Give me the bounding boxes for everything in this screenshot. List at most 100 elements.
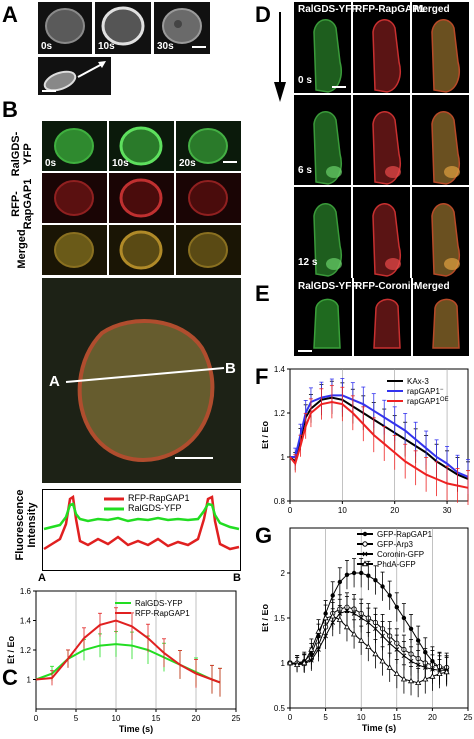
x-tick-label: 25 xyxy=(464,713,473,722)
legend-label: Coronin-GFP xyxy=(377,550,424,559)
line-end-label: B xyxy=(225,360,236,377)
panel-label-e: E xyxy=(255,281,270,306)
series-line xyxy=(289,400,469,489)
data-point xyxy=(373,578,378,583)
data-point xyxy=(309,657,314,663)
divider xyxy=(294,93,469,95)
cell-image xyxy=(162,8,202,44)
panel-a-frame-0s: 0s xyxy=(38,2,92,54)
panel-label-c: C xyxy=(2,665,18,690)
cell-front xyxy=(326,258,342,270)
timepoint-label: 30s xyxy=(157,41,174,52)
data-point xyxy=(344,608,350,614)
y-tick-label: 1.4 xyxy=(20,617,32,626)
y-tick-label: 1.2 xyxy=(274,409,286,418)
line-scan xyxy=(65,367,225,383)
x-axis-label: Time (s) xyxy=(119,724,153,734)
b-merged-20s xyxy=(176,225,241,275)
scale-bar xyxy=(175,457,213,459)
scale-bar xyxy=(332,86,346,88)
x-tick-label: 10 xyxy=(357,713,366,722)
b-green-20s: 20s xyxy=(176,121,241,171)
data-point xyxy=(386,664,393,670)
data-point xyxy=(351,611,357,616)
series-line xyxy=(35,619,221,684)
d-header-rapgap1: RFP-RapGAP1 xyxy=(355,4,425,15)
cell-image xyxy=(54,180,94,216)
legend-label-rapgap1: RFP-RapGAP1 xyxy=(128,493,190,503)
data-point xyxy=(408,658,414,664)
panel-label-g: G xyxy=(255,523,273,548)
data-point xyxy=(343,623,351,630)
d-time-6: 6 s xyxy=(298,165,312,176)
data-point xyxy=(336,616,343,622)
y-tick-label: 1.6 xyxy=(20,587,32,596)
scale-bar xyxy=(298,350,312,352)
profile-x-start: A xyxy=(38,572,46,584)
cell-image xyxy=(313,19,342,93)
cell-image xyxy=(119,126,163,166)
cell-image xyxy=(119,178,163,218)
data-point xyxy=(372,650,379,657)
data-point xyxy=(323,633,328,639)
cell-image xyxy=(188,180,228,216)
profile-x-end: B xyxy=(233,572,241,584)
d-header-ralgds: RalGDS-YFP xyxy=(298,4,359,15)
row-label-merged: Merged xyxy=(16,229,28,269)
data-point xyxy=(429,673,436,679)
plot-area xyxy=(289,527,469,709)
b-merged-zoom: A B xyxy=(42,278,241,483)
x-tick-label: 10 xyxy=(112,714,121,723)
chart-g: 0 5 10 15 20 25 0.5 1 1.5 2 Et / Eo Time (s) GFP-Rap… xyxy=(262,527,473,733)
series-line xyxy=(290,394,469,478)
data-point xyxy=(301,659,308,666)
line-profile-plot: RFP-RapGAP1 RalGDS-YFP xyxy=(42,489,241,571)
cell-image xyxy=(119,230,163,270)
data-point xyxy=(394,605,399,610)
panel-e-cells xyxy=(313,278,460,356)
y-tick-label: 0.8 xyxy=(274,497,286,506)
cell-front xyxy=(326,166,342,178)
cell-image xyxy=(372,19,401,93)
e-header-merged: Merged xyxy=(414,281,450,292)
data-point xyxy=(415,662,421,668)
profile-ylabel: Fluorescence Intensity xyxy=(14,489,38,561)
d-time-12: 12 s xyxy=(298,257,318,268)
data-point xyxy=(443,668,450,675)
x-tick-label: 20 xyxy=(390,506,399,515)
y-tick-label: 1.2 xyxy=(20,646,32,655)
data-point xyxy=(401,653,407,659)
b-green-0s: 0s xyxy=(42,121,107,171)
cell-image xyxy=(43,61,106,92)
x-tick-label: 5 xyxy=(74,714,79,723)
e-header-ralgds: RalGDS-YFP xyxy=(298,281,359,292)
cell-image xyxy=(372,111,401,185)
series-line xyxy=(289,396,469,480)
timepoint-label: 20s xyxy=(179,158,196,169)
y-axis-label: Et / Eo xyxy=(6,636,16,665)
legend-marker xyxy=(362,541,368,547)
x-tick-label: 10 xyxy=(338,506,347,515)
x-tick-label: 0 xyxy=(34,714,39,723)
data-point xyxy=(400,675,407,682)
cell-image xyxy=(54,128,94,164)
x-tick-label: 5 xyxy=(323,713,328,722)
data-point xyxy=(366,620,371,625)
data-point xyxy=(358,637,365,643)
profile-svg xyxy=(42,489,241,571)
data-point xyxy=(316,647,321,652)
data-point xyxy=(315,628,322,634)
scale-bar xyxy=(42,90,56,92)
x-tick-label: 0 xyxy=(288,713,293,722)
data-point xyxy=(415,679,422,686)
legend-label: GFP-RapGAP1 xyxy=(377,530,433,539)
legend-label: RalGDS-YFP xyxy=(135,599,183,608)
data-point xyxy=(308,646,315,652)
panel-d-cells xyxy=(294,2,469,278)
cell-image xyxy=(188,128,228,164)
y-tick-label: 1 xyxy=(281,659,286,668)
timepoint-label: 10s xyxy=(112,158,129,169)
data-point xyxy=(322,614,329,621)
y-tick-label: 1.5 xyxy=(274,614,286,623)
b-green-10s: 10s xyxy=(109,121,174,171)
